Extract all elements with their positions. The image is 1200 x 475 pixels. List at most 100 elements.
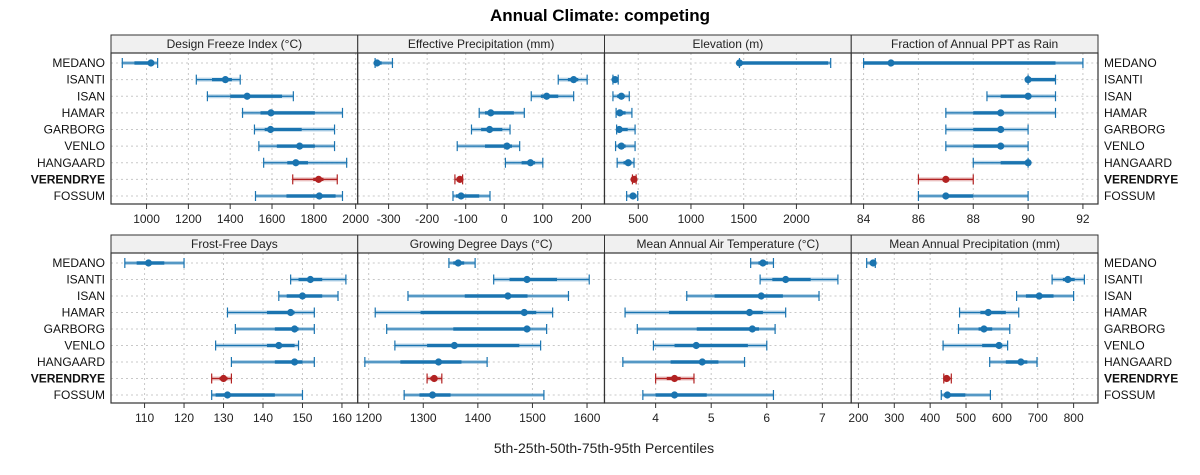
row-label-left: HANGAARD xyxy=(37,355,105,369)
median-point xyxy=(942,175,950,183)
x-tick-label: 800 xyxy=(1064,411,1084,425)
percentile-mark-hamar xyxy=(624,307,787,318)
row-label-right: VERENDRYE xyxy=(1104,372,1178,386)
percentile-mark-garborg xyxy=(470,124,511,135)
row-label-right: MEDANO xyxy=(1104,56,1157,70)
median-point xyxy=(292,159,300,167)
x-tick-label: 0 xyxy=(501,212,508,226)
x-tick-label: 1000 xyxy=(678,212,705,226)
median-point xyxy=(615,125,623,134)
panel: Design Freeze Index (°C) 1000 1200 1400 1600… xyxy=(110,34,369,226)
row-label-right: HAMAR xyxy=(1104,306,1148,320)
median-point xyxy=(287,308,295,317)
median-point xyxy=(887,59,895,67)
x-tick-label: 600 xyxy=(992,411,1012,425)
median-point xyxy=(997,125,1005,134)
median-point xyxy=(373,59,381,67)
percentile-mark-fossum xyxy=(626,191,639,201)
row-label-left: HAMAR xyxy=(62,306,106,320)
percentile-mark-isan xyxy=(986,91,1057,102)
panel: Mean Annual Precipitation (mm) 200 300 400 5… xyxy=(848,234,1099,425)
percentile-mark-garborg xyxy=(957,324,1011,334)
percentile-mark-fossum xyxy=(254,191,344,201)
percentile-mark-fossum xyxy=(211,390,304,400)
row-label-right: ISANTI xyxy=(1104,73,1143,87)
panel: Mean Annual Air Temperature (°C) 4 5 6 7 xyxy=(603,234,852,425)
percentile-mark-medano xyxy=(373,58,394,68)
median-point xyxy=(869,259,877,267)
x-tick-label: 400 xyxy=(920,411,940,425)
percentile-mark-hamar xyxy=(241,107,344,118)
chart-title: Annual Climate: competing xyxy=(490,6,710,25)
panel: Fraction of Annual PPT as Rain 84 86 88 90 92 xyxy=(850,34,1099,226)
median-point xyxy=(745,308,754,317)
percentile-mark-verendrye xyxy=(943,373,952,384)
x-tick-label: 4 xyxy=(652,411,659,425)
percentile-mark-venlo xyxy=(215,340,300,351)
percentile-mark-isanti xyxy=(195,74,241,85)
x-tick-label: 5 xyxy=(708,411,715,425)
median-point xyxy=(315,175,323,183)
percentile-mark-garborg xyxy=(253,124,336,135)
x-tick-label: 92 xyxy=(1076,212,1090,226)
x-tick-label: 90 xyxy=(1021,212,1035,226)
percentile-mark-fossum xyxy=(917,191,1029,201)
x-tick-label: 2000 xyxy=(783,212,810,226)
median-point xyxy=(457,192,465,200)
row-label-right: HAMAR xyxy=(1104,106,1148,120)
panel: Elevation (m) 500 1000 1500 2000 xyxy=(603,34,852,226)
row-label-right: HANGAARD xyxy=(1104,355,1172,369)
percentile-mark-medano xyxy=(735,58,832,68)
percentile-mark-venlo xyxy=(945,141,1029,152)
x-tick-label: 1800 xyxy=(300,212,327,226)
row-label-right: MEDANO xyxy=(1104,256,1157,270)
percentile-mark-fossum xyxy=(403,390,545,400)
percentile-mark-hangaard xyxy=(230,357,315,367)
median-point xyxy=(266,125,275,134)
x-tick-label: 1400 xyxy=(464,411,491,425)
panel-frame xyxy=(850,252,1099,404)
x-tick-label: 130 xyxy=(214,411,234,425)
row-label-right: ISANTI xyxy=(1104,273,1143,287)
percentile-mark-venlo xyxy=(652,340,768,351)
median-point xyxy=(486,125,494,134)
percentile-mark-fossum xyxy=(940,390,992,400)
percentile-mark-fossum xyxy=(452,191,491,201)
median-point xyxy=(757,292,765,300)
x-tick-label: 110 xyxy=(135,411,154,425)
panel-title: Effective Precipitation (mm) xyxy=(408,37,555,51)
row-label-left: ISAN xyxy=(77,89,105,103)
percentile-mark-hangaard xyxy=(504,157,544,168)
percentile-mark-isanti xyxy=(611,74,619,85)
row-label-left: FOSSUM xyxy=(54,189,105,203)
percentile-mark-hamar xyxy=(478,107,525,118)
row-label-left: VENLO xyxy=(64,139,105,153)
median-point xyxy=(219,374,228,383)
median-point xyxy=(617,142,625,150)
percentile-mark-verendrye xyxy=(655,373,695,384)
median-point xyxy=(997,109,1005,117)
row-label-right: ISAN xyxy=(1104,89,1132,103)
median-point xyxy=(570,76,578,84)
percentile-mark-hangaard xyxy=(616,157,635,168)
percentile-mark-venlo xyxy=(258,141,336,152)
percentile-mark-garborg xyxy=(386,324,548,334)
median-point xyxy=(630,175,638,183)
percentile-mark-verendrye xyxy=(917,174,974,185)
percentile-mark-hamar xyxy=(945,107,1057,118)
percentile-mark-isan xyxy=(530,91,575,102)
x-tick-label: 140 xyxy=(253,411,273,425)
plot-area xyxy=(604,53,852,204)
median-point xyxy=(943,374,951,383)
x-tick-label: 1300 xyxy=(410,411,437,425)
row-label-right: ISAN xyxy=(1104,289,1132,303)
median-point xyxy=(450,341,458,350)
percentile-mark-isan xyxy=(612,91,630,102)
median-point xyxy=(290,325,299,333)
row-label-right: GARBORG xyxy=(1104,123,1165,137)
x-tick-label: 1000 xyxy=(133,212,160,226)
median-point xyxy=(503,142,511,150)
percentile-mark-hamar xyxy=(226,307,315,318)
percentile-mark-hamar xyxy=(374,307,554,318)
